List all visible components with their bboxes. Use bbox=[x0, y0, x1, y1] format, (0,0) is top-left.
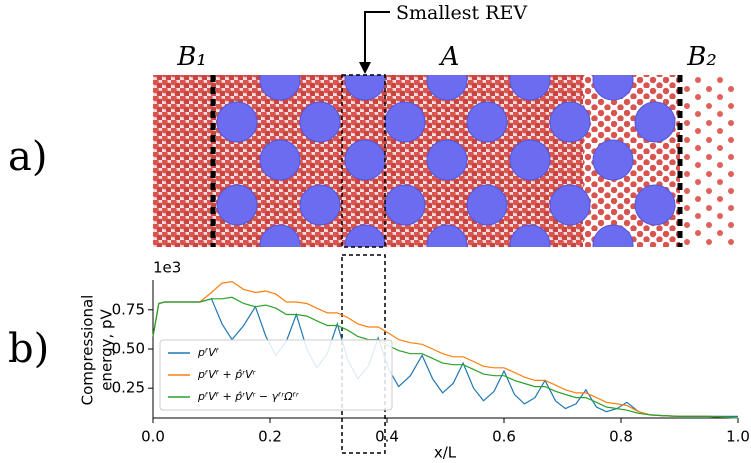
rev-label: Smallest REV bbox=[396, 2, 527, 24]
sphere bbox=[259, 224, 301, 247]
x-tick-label: 0.2 bbox=[258, 428, 282, 446]
x-tick-label: 0.0 bbox=[141, 428, 165, 446]
sphere bbox=[426, 139, 468, 181]
sphere bbox=[216, 101, 258, 143]
sphere bbox=[466, 101, 508, 143]
b1-label: B₁ bbox=[176, 42, 207, 72]
rev-box-top bbox=[341, 74, 386, 248]
sphere bbox=[549, 184, 591, 226]
sphere bbox=[426, 75, 468, 101]
rev-arrowhead bbox=[359, 62, 371, 74]
x-axis-label: x/L bbox=[434, 444, 457, 462]
b2-label: B₂ bbox=[686, 42, 717, 72]
sphere bbox=[426, 224, 468, 247]
sphere bbox=[549, 101, 591, 143]
panel-label: a) bbox=[8, 134, 47, 180]
legend-box bbox=[159, 339, 393, 411]
y-tick-label: 0.25 bbox=[112, 379, 145, 397]
x-tick-label: 0.6 bbox=[492, 428, 516, 446]
sphere bbox=[259, 75, 301, 101]
panel-label: b) bbox=[8, 326, 49, 372]
series-line bbox=[152, 296, 739, 419]
sphere bbox=[344, 75, 386, 101]
y-axis-label: energy, pV bbox=[98, 308, 116, 390]
rev-arrow bbox=[364, 11, 390, 66]
sphere bbox=[299, 101, 341, 143]
sphere bbox=[384, 101, 426, 143]
simulation-image bbox=[153, 75, 738, 247]
sphere bbox=[344, 139, 386, 181]
sphere bbox=[259, 139, 301, 181]
a-label: A bbox=[439, 42, 460, 72]
sphere bbox=[384, 184, 426, 226]
x-tick-label: 1.0 bbox=[726, 428, 750, 446]
sphere bbox=[509, 224, 551, 247]
sphere bbox=[592, 75, 634, 101]
y-tick-label: 0.75 bbox=[112, 300, 145, 318]
y-tick-label: 0.50 bbox=[112, 340, 145, 358]
sphere bbox=[592, 224, 634, 247]
sphere bbox=[634, 184, 676, 226]
y-axis-label: Compressional bbox=[79, 295, 97, 406]
sphere bbox=[216, 184, 258, 226]
series-line bbox=[152, 280, 739, 419]
sphere bbox=[299, 184, 341, 226]
sphere bbox=[466, 184, 508, 226]
sphere bbox=[634, 101, 676, 143]
sphere bbox=[592, 139, 634, 181]
x-tick-label: 0.4 bbox=[375, 428, 399, 446]
legend-label: pᶠVᶠ + p̂ʳVʳ − γᶠʳΩᶠʳ bbox=[197, 390, 300, 403]
series-line bbox=[152, 298, 738, 417]
legend-label: pᶠVᶠ bbox=[197, 346, 220, 359]
x-tick-label: 0.8 bbox=[609, 428, 633, 446]
sphere bbox=[509, 75, 551, 101]
legend-label: pᶠVᶠ + p̂ʳVʳ bbox=[197, 368, 257, 381]
particles-sparse bbox=[680, 75, 738, 247]
sphere bbox=[344, 224, 386, 247]
sphere bbox=[509, 139, 551, 181]
offset-text: 1e3 bbox=[153, 259, 181, 277]
